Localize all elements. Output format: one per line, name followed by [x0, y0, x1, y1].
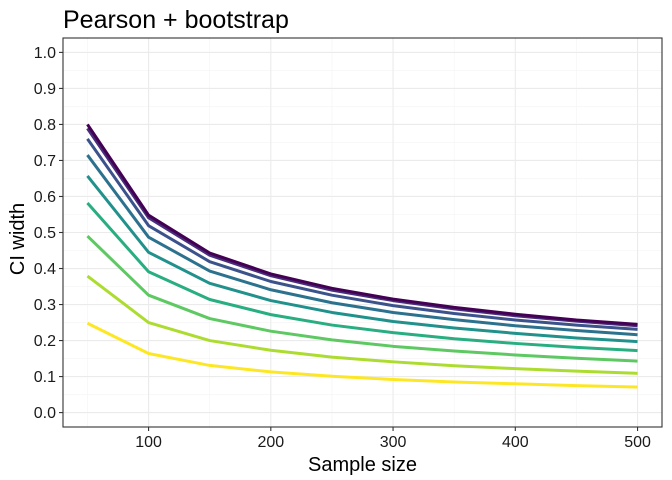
y-tick-label: 1.0 [34, 45, 56, 62]
y-tick-label: 0.2 [34, 333, 56, 350]
x-axis-title: Sample size [308, 454, 417, 476]
x-tick-label: 400 [502, 434, 529, 451]
grid [63, 38, 662, 427]
y-tick-label: 0.3 [34, 297, 56, 314]
series-line-1 [86, 123, 638, 326]
series-line-8 [86, 274, 638, 375]
axes: 0.0 0.1 0.2 0.3 0.4 0.5 0.6 0.7 0.8 0.9 1.0 100 200 3… [34, 45, 651, 451]
y-tick-label: 0.7 [34, 153, 56, 170]
series-line-5 [86, 175, 638, 344]
y-tick-label: 0.6 [34, 189, 56, 206]
y-tick-label: 0.1 [34, 369, 56, 386]
y-tick-label: 0.0 [34, 405, 56, 422]
series-line-9 [86, 321, 638, 389]
y-tick-label: 0.9 [34, 81, 56, 98]
series-line-3 [86, 137, 638, 331]
series-line-4 [86, 154, 638, 337]
y-tick-label: 0.4 [34, 261, 56, 278]
y-tick-label: 0.8 [34, 117, 56, 134]
x-tick-label: 100 [135, 434, 162, 451]
series-lines [86, 123, 638, 389]
chart-title: Pearson + bootstrap [63, 6, 289, 34]
series-line-6 [86, 201, 638, 353]
x-tick-label: 200 [257, 434, 284, 451]
series-line-7 [86, 235, 638, 363]
y-axis-title: CI width [7, 203, 29, 275]
x-tick-label: 500 [624, 434, 651, 451]
x-tick-label: 300 [380, 434, 407, 451]
y-tick-label: 0.5 [34, 225, 56, 242]
